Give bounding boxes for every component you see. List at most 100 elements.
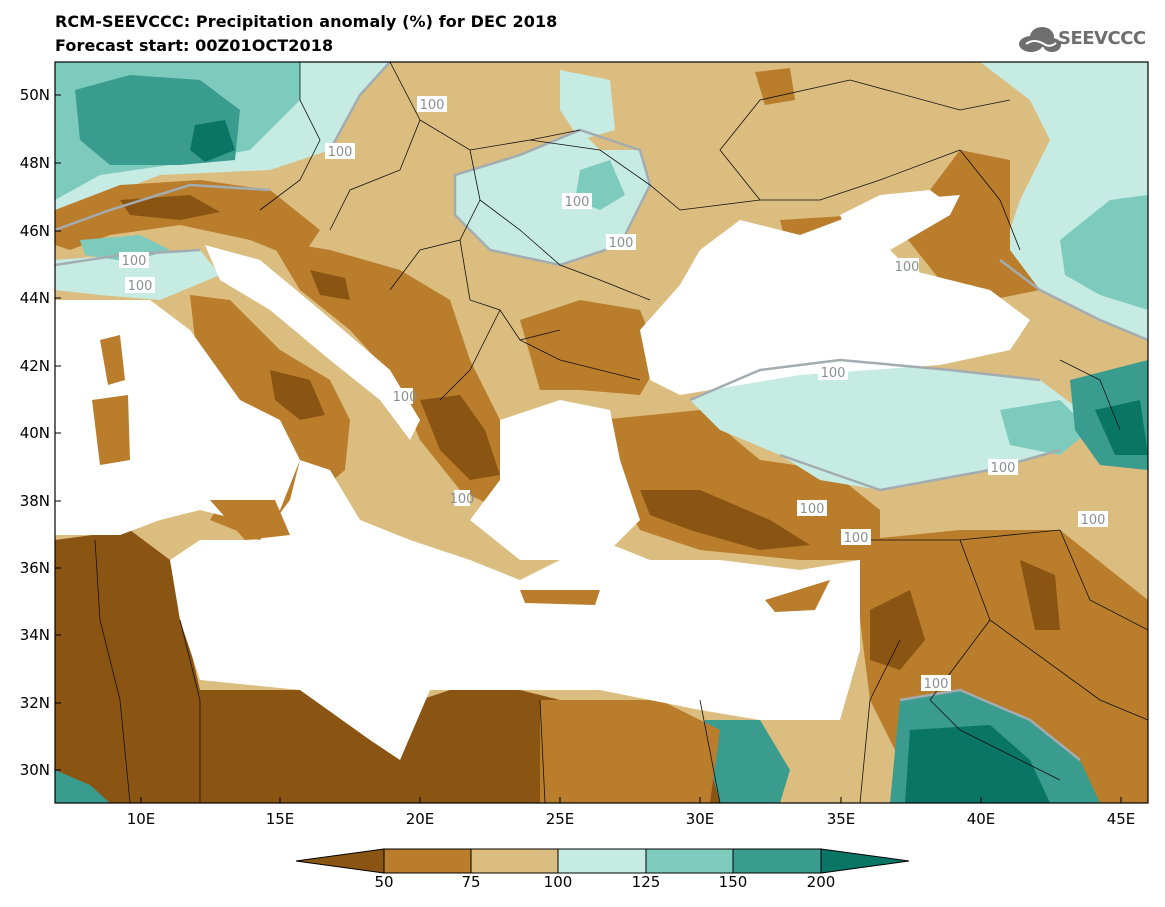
colorbar-tick-label: 100 — [543, 873, 573, 891]
colorbar-tick-label: 125 — [631, 873, 661, 891]
lon-label: 45E — [1106, 810, 1136, 828]
very-dry-region-albania — [420, 395, 500, 480]
wet-corner-southwest — [55, 770, 110, 803]
contour-label: 100 — [606, 234, 636, 251]
cloud-icon — [1019, 27, 1061, 52]
lat-label: 40N — [19, 424, 50, 442]
very-dry-region-anatolia — [640, 490, 810, 550]
lat-label: 42N — [19, 357, 50, 375]
lon-label: 15E — [265, 810, 295, 828]
wet-strip-north-italy — [55, 250, 220, 300]
svg-text:100: 100 — [800, 502, 825, 517]
contour-label: 100 — [325, 143, 355, 160]
lat-label: 48N — [19, 154, 50, 172]
contour-label: 100 — [988, 459, 1018, 476]
dry-region-egypt — [540, 700, 720, 803]
contour-label: 100 — [562, 193, 592, 210]
very-dry-alps — [120, 195, 220, 220]
lat-label: 30N — [19, 761, 50, 779]
country-borders — [94, 62, 1148, 803]
wet-region-sinai — [700, 720, 790, 803]
colorbar-tick-label: 75 — [461, 873, 481, 891]
wetter-region-east — [1060, 195, 1148, 310]
wet-region-poland — [560, 70, 615, 140]
contour-label: 100 — [1078, 511, 1108, 528]
lon-label: 30E — [685, 810, 715, 828]
lat-label: 32N — [19, 694, 50, 712]
svg-text:100: 100 — [895, 260, 920, 275]
extreme-wet-region-arabia — [905, 725, 1050, 803]
lat-label: 44N — [19, 289, 50, 307]
svg-text:100: 100 — [328, 145, 353, 160]
contour-label: 100 — [841, 529, 871, 546]
colorbar — [295, 848, 910, 874]
axis-ticks — [55, 94, 1122, 803]
black-sea — [640, 195, 1030, 395]
colorbar-segment-gt200 — [820, 848, 910, 874]
svg-text:100: 100 — [420, 98, 445, 113]
colorbar-tick-label: 50 — [374, 873, 394, 891]
island-sardinia — [92, 395, 130, 465]
svg-text:100: 100 — [821, 366, 846, 381]
mediterranean-sea — [55, 300, 860, 760]
very-dry-region-syria — [870, 590, 925, 670]
svg-text:100: 100 — [122, 254, 147, 269]
contour-label: 100 — [895, 258, 920, 275]
very-dry-region-iraq — [1020, 560, 1060, 630]
contour-label: 100 — [797, 500, 827, 517]
svg-text:100: 100 — [609, 236, 634, 251]
forecast-start: Forecast start: 00Z01OCT2018 — [55, 36, 334, 55]
island-sicily — [210, 500, 290, 540]
sardinia-coast-sea — [55, 300, 95, 470]
extreme-wet-region-germany — [190, 120, 235, 162]
contour-label: 100 — [921, 675, 951, 692]
contour-label: 100 — [119, 252, 149, 269]
map-title: RCM-SEEVCCC: Precipitation anomaly (%) f… — [55, 12, 558, 31]
island-cyprus — [765, 580, 830, 612]
colorbar-segment-50-75 — [383, 848, 472, 874]
island-corsica — [100, 335, 125, 385]
seevccc-logo: SEEVCCC — [1058, 28, 1146, 49]
contour-label: 100 — [818, 364, 848, 381]
colorbar-segment-100-125 — [557, 848, 647, 874]
svg-text:100: 100 — [844, 531, 869, 546]
lat-label: 36N — [19, 559, 50, 577]
lat-label: 38N — [19, 492, 50, 510]
colorbar-segment-75-100 — [470, 848, 559, 874]
contour-label: 100 — [125, 277, 155, 294]
island-crete — [520, 590, 600, 605]
lat-label: 50N — [19, 86, 50, 104]
adriatic-sea — [205, 245, 420, 440]
aegean-sea — [470, 400, 640, 560]
contour-labels: 100 100 100 100 100 100 100 100 100 100 … — [119, 96, 1145, 692]
colorbar-segment-150-200 — [732, 848, 822, 874]
colorbar-segment-125-150 — [645, 848, 734, 874]
extreme-wet-region-caucasus — [1095, 400, 1148, 455]
contour-label: 100 — [1115, 280, 1145, 297]
contour-label: 100 — [393, 388, 418, 405]
colorbar-tick-label: 150 — [718, 873, 748, 891]
wetter-region-north-anatolia — [1000, 400, 1090, 455]
lon-label: 40E — [966, 810, 996, 828]
colorbar-segment-lt50 — [295, 848, 385, 874]
contour-label: 100 — [1003, 370, 1033, 387]
lon-label: 10E — [126, 810, 156, 828]
very-dry-region-italy — [270, 370, 325, 420]
lat-label: 34N — [19, 626, 50, 644]
azov-sea — [840, 190, 950, 240]
svg-text:100: 100 — [128, 279, 153, 294]
lon-label: 25E — [545, 810, 575, 828]
svg-text:100: 100 — [991, 461, 1016, 476]
lon-label: 20E — [405, 810, 435, 828]
lat-label: 46N — [19, 222, 50, 240]
lon-label: 35E — [826, 810, 856, 828]
dry-patch-ukraine — [755, 68, 795, 105]
colorbar-tick-label: 200 — [806, 873, 836, 891]
dry-region-bulgaria — [520, 300, 660, 395]
svg-text:100: 100 — [565, 195, 590, 210]
svg-text:100: 100 — [450, 492, 475, 507]
very-dry-region-croatia — [310, 270, 350, 300]
contour-label: 100 — [450, 490, 475, 507]
svg-text:100: 100 — [1081, 513, 1106, 528]
svg-text:100: 100 — [393, 390, 418, 405]
